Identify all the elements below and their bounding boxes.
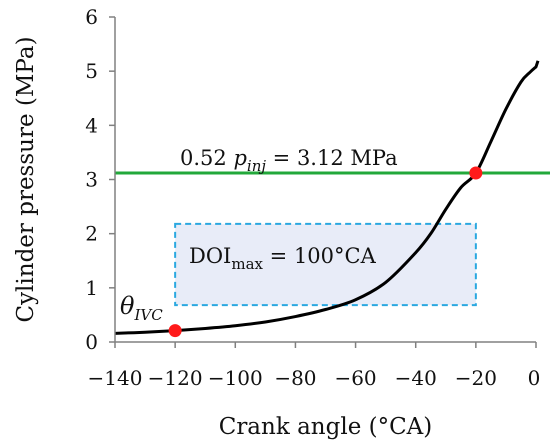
doi-max-box bbox=[174, 222, 477, 307]
y-tick-label: 3 bbox=[85, 168, 98, 192]
y-tick-label: 0 bbox=[85, 330, 98, 354]
x-ticks: −140 −120 −100 −80 −60 −40 −20 0 bbox=[88, 342, 541, 390]
y-tick-label: 5 bbox=[85, 59, 98, 83]
x-tick-label: −40 bbox=[395, 366, 437, 390]
x-tick-label: 0 bbox=[528, 366, 541, 390]
theta-ivc-label: θIVC bbox=[120, 292, 163, 324]
x-tick-label: −80 bbox=[274, 366, 316, 390]
y-tick-label: 2 bbox=[85, 222, 98, 246]
marked-points bbox=[168, 166, 483, 338]
x-tick-label: −100 bbox=[208, 366, 263, 390]
y-tick-label: 4 bbox=[85, 113, 98, 137]
x-tick-label: −140 bbox=[88, 366, 143, 390]
pressure-curve bbox=[114, 60, 540, 335]
x-tick-label: −60 bbox=[334, 366, 376, 390]
x-tick-label: −20 bbox=[455, 366, 497, 390]
y-ticks: 0 1 2 3 4 5 6 bbox=[85, 5, 115, 354]
highlight-point bbox=[469, 166, 483, 180]
injection-pressure-label: 0.52 pinj = 3.12 MPa bbox=[180, 146, 398, 175]
x-tick-label: −120 bbox=[148, 366, 203, 390]
x-axis-title: Crank angle (°CA) bbox=[219, 414, 433, 440]
y-tick-label: 1 bbox=[85, 276, 98, 300]
y-tick-label: 6 bbox=[85, 5, 98, 29]
y-axis-title: Cylinder pressure (MPa) bbox=[13, 36, 39, 322]
doi-max-label: DOImax = 100°CA bbox=[189, 244, 377, 273]
highlight-point bbox=[168, 324, 182, 338]
